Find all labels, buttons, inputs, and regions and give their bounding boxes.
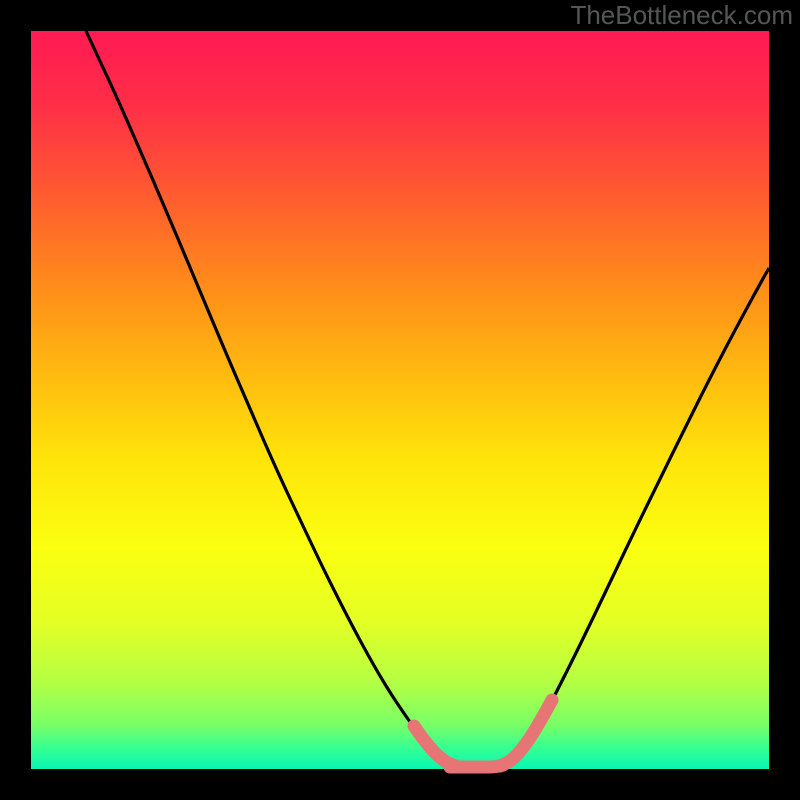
plot-background: [31, 31, 769, 769]
watermark-text: TheBottleneck.com: [570, 0, 793, 31]
bottleneck-chart: [0, 0, 800, 800]
